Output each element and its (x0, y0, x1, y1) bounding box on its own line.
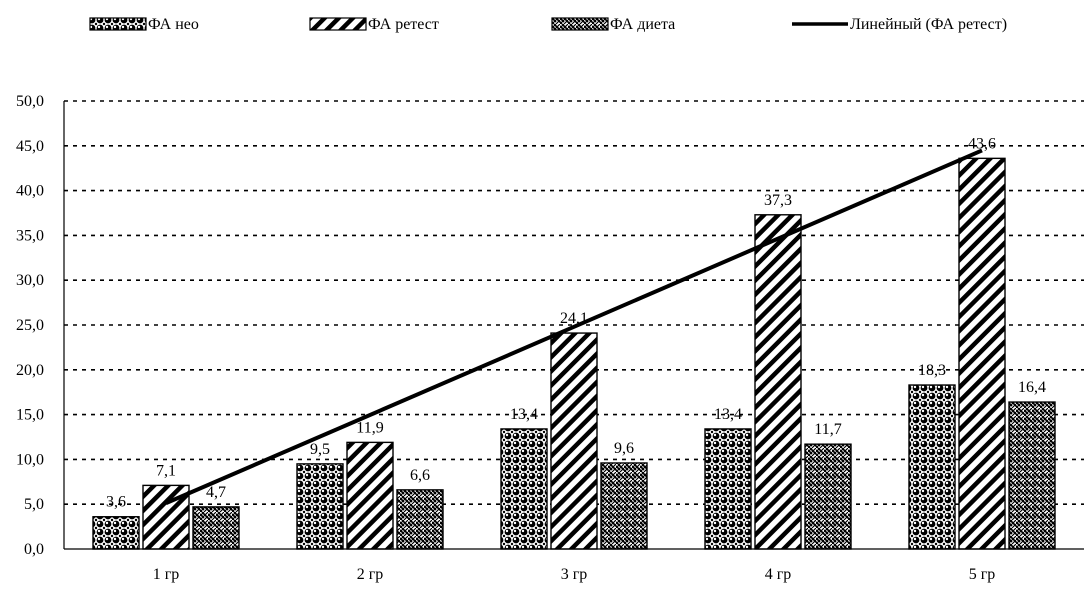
x-axis-ticks: 1 гр 2 гр 3 гр 4 гр 5 гр (153, 566, 996, 583)
axes (63, 101, 1084, 550)
y-tick-label: 40,0 (16, 183, 44, 200)
data-label: 9,5 (310, 441, 330, 458)
y-tick-label: 0,0 (24, 541, 44, 558)
data-label: 6,6 (410, 467, 430, 484)
bar (600, 462, 648, 550)
data-label: 9,6 (614, 440, 634, 457)
bar (296, 463, 344, 550)
data-label: 11,9 (356, 419, 383, 436)
data-label: 3,6 (106, 494, 126, 511)
data-label: 4,7 (206, 484, 226, 501)
data-label: 13,4 (714, 406, 742, 423)
bar (1008, 401, 1056, 550)
y-tick-label: 20,0 (16, 362, 44, 379)
y-tick-label: 30,0 (16, 272, 44, 289)
data-labels: 3,6 7,1 4,7 9,5 11,9 6,6 13,4 24,1 9,6 13,4 37,3 11… (106, 135, 1046, 510)
x-tick-label: 2 гр (357, 566, 384, 583)
legend-swatch (551, 17, 609, 31)
legend-label: ФА ретест (368, 16, 439, 33)
legend-swatch (89, 17, 147, 31)
legend-label: ФА диета (610, 16, 675, 33)
data-label: 37,3 (764, 192, 792, 209)
legend-label: Линейный (ФА ретест) (850, 16, 1007, 33)
x-tick-label: 3 гр (561, 566, 588, 583)
bar (704, 428, 752, 550)
legend-label: ФА нео (148, 16, 199, 33)
y-tick-label: 15,0 (16, 407, 44, 424)
bar (754, 214, 802, 550)
bar (500, 428, 548, 550)
y-tick-label: 10,0 (16, 451, 44, 468)
data-label: 24,1 (560, 310, 588, 327)
data-label: 13,4 (510, 406, 538, 423)
y-tick-label: 45,0 (16, 138, 44, 155)
bar (396, 489, 444, 550)
bar (550, 332, 598, 550)
x-tick-label: 1 гр (153, 566, 180, 583)
legend-swatch (309, 17, 367, 31)
x-tick-label: 4 гр (765, 566, 792, 583)
y-tick-label: 50,0 (16, 93, 44, 110)
data-label: 43,6 (968, 135, 996, 152)
bar (908, 384, 956, 550)
data-label: 16,4 (1018, 379, 1046, 396)
data-label: 11,7 (814, 421, 841, 438)
bar (92, 516, 140, 550)
data-label: 7,1 (156, 462, 176, 479)
bar (804, 443, 852, 550)
legend: ФА нео ФА ретест ФА диета Линейный (ФА рете… (89, 16, 1007, 33)
data-label: 18,3 (918, 362, 946, 379)
trendline-layer (165, 148, 983, 505)
x-tick-label: 5 гр (969, 566, 996, 583)
bar (346, 441, 394, 550)
y-tick-label: 5,0 (24, 496, 44, 513)
y-axis-ticks: 0,0 5,0 10,0 15,0 20,0 25,0 30,0 35,0 40,0 45,0 50… (16, 93, 44, 558)
bar (958, 157, 1006, 550)
trendline (165, 148, 983, 505)
y-tick-label: 35,0 (16, 227, 44, 244)
y-tick-label: 25,0 (16, 317, 44, 334)
bars (92, 157, 1056, 550)
bar (192, 506, 240, 550)
